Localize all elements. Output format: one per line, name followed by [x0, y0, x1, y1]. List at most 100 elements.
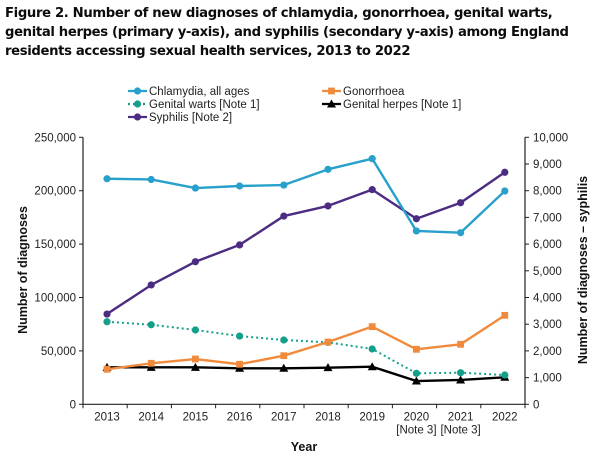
- data-point: [191, 326, 199, 334]
- x-tick-label: 2016: [227, 411, 253, 423]
- data-point: [457, 229, 465, 237]
- series-chlamydia-all-ages: [103, 155, 509, 237]
- data-point: [280, 212, 288, 220]
- data-point: [412, 227, 420, 235]
- data-point: [501, 168, 509, 176]
- legend-label: Genital warts [Note 1]: [149, 99, 260, 111]
- data-point: [236, 241, 244, 249]
- legend-item: Syphilis [Note 2]: [128, 112, 232, 124]
- data-point: [191, 184, 199, 192]
- series-layer: [102, 155, 510, 385]
- x-tick-note: [Note 3]: [396, 424, 436, 436]
- data-point: [412, 215, 420, 223]
- data-point: [367, 362, 377, 371]
- data-point: [323, 363, 333, 372]
- data-point: [368, 186, 376, 194]
- data-point: [280, 181, 288, 189]
- y-tick-label: 150,000: [34, 239, 76, 251]
- legend-item: Chlamydia, all ages: [128, 86, 250, 98]
- legend-label: Chlamydia, all ages: [149, 86, 250, 98]
- series-line: [106, 320, 505, 377]
- y-tick-label: 50,000: [41, 346, 76, 358]
- y-tick-label: 100,000: [34, 293, 76, 305]
- data-point: [103, 175, 111, 183]
- data-point: [501, 187, 509, 195]
- y2-tick-label: 5,000: [533, 266, 562, 278]
- data-point: [413, 345, 420, 353]
- series-syphilis-note: [103, 168, 509, 318]
- y2-axis-title: Number of diagnoses – syphilis: [576, 176, 590, 364]
- data-point: [280, 352, 288, 360]
- y-tick-label: 200,000: [34, 186, 76, 198]
- y2-tick-label: 2,000: [533, 346, 562, 358]
- data-point: [235, 363, 245, 372]
- legend-label: Genital herpes [Note 1]: [343, 99, 461, 111]
- y-tick-label: 0: [70, 399, 76, 411]
- x-tick-label: 2019: [359, 411, 385, 423]
- x-tick-label: 2021: [448, 411, 474, 423]
- legend-label: Gonorrhoea: [343, 86, 405, 98]
- data-point: [457, 199, 465, 207]
- y2-tick-label: 6,000: [533, 239, 562, 251]
- y2-tick-label: 1,000: [533, 373, 562, 385]
- data-point: [147, 359, 155, 367]
- series-line: [106, 171, 506, 316]
- x-tick-label: 2018: [315, 411, 341, 423]
- data-point: [192, 355, 199, 363]
- data-point: [457, 369, 465, 377]
- data-point: [190, 362, 200, 371]
- legend-item: Genital herpes [Note 1]: [322, 99, 461, 111]
- data-point: [412, 369, 420, 377]
- data-point: [147, 175, 155, 184]
- data-point: [236, 182, 244, 190]
- legend-item: Genital warts [Note 1]: [128, 99, 260, 111]
- y2-tick-label: 10,000: [533, 132, 568, 144]
- legend: Chlamydia, all ages Gonorrhoea Genital war…: [128, 86, 461, 124]
- data-point: [103, 318, 111, 326]
- legend-marker: [133, 113, 142, 121]
- y-axis-title: Number of diagnoses: [16, 206, 30, 334]
- data-point: [324, 165, 332, 173]
- figure-title: Figure 2. Number of new diagnoses of chl…: [5, 6, 569, 59]
- legend-label: Syphilis [Note 2]: [149, 112, 232, 124]
- series-line: [107, 365, 505, 383]
- data-point: [411, 376, 421, 385]
- data-point: [236, 332, 244, 340]
- data-point: [279, 363, 289, 372]
- x-tick-note: [Note 3]: [440, 424, 480, 436]
- y2-tick-label: 7,000: [533, 212, 562, 224]
- series-line: [106, 314, 506, 371]
- data-point: [146, 362, 156, 371]
- x-axis-title: Year: [291, 440, 318, 454]
- data-point: [368, 345, 376, 353]
- y2-tick-label: 8,000: [533, 186, 562, 198]
- data-point: [456, 375, 466, 384]
- legend-item: Gonorrhoea: [322, 86, 405, 98]
- data-point: [280, 336, 288, 344]
- legend-marker: [133, 87, 142, 95]
- x-tick-label: 2017: [271, 411, 297, 423]
- series-genital-herpes-note: [102, 362, 510, 385]
- data-point: [501, 311, 509, 319]
- legend-marker: [133, 100, 142, 108]
- axes: 0 50,000 100,000 150,000 200,000 250,000 0 1,00…: [34, 132, 568, 436]
- y2-tick-label: 9,000: [533, 159, 562, 171]
- data-point: [191, 258, 199, 266]
- legend-marker: [328, 87, 335, 95]
- data-point: [103, 310, 111, 318]
- y2-tick-label: 0: [533, 399, 539, 411]
- x-tick-label: 2015: [183, 411, 209, 423]
- legend-marker: [327, 99, 336, 108]
- data-point: [147, 281, 155, 289]
- series-gonorrhoea: [103, 311, 509, 373]
- data-point: [457, 340, 464, 348]
- data-point: [324, 202, 332, 210]
- data-point: [368, 323, 376, 331]
- data-point: [324, 338, 332, 346]
- data-point: [368, 155, 376, 163]
- y2-tick-label: 3,000: [533, 319, 562, 331]
- series-line: [106, 157, 506, 234]
- y2-tick-label: 4,000: [533, 293, 562, 305]
- x-tick-label: 2020: [404, 411, 430, 423]
